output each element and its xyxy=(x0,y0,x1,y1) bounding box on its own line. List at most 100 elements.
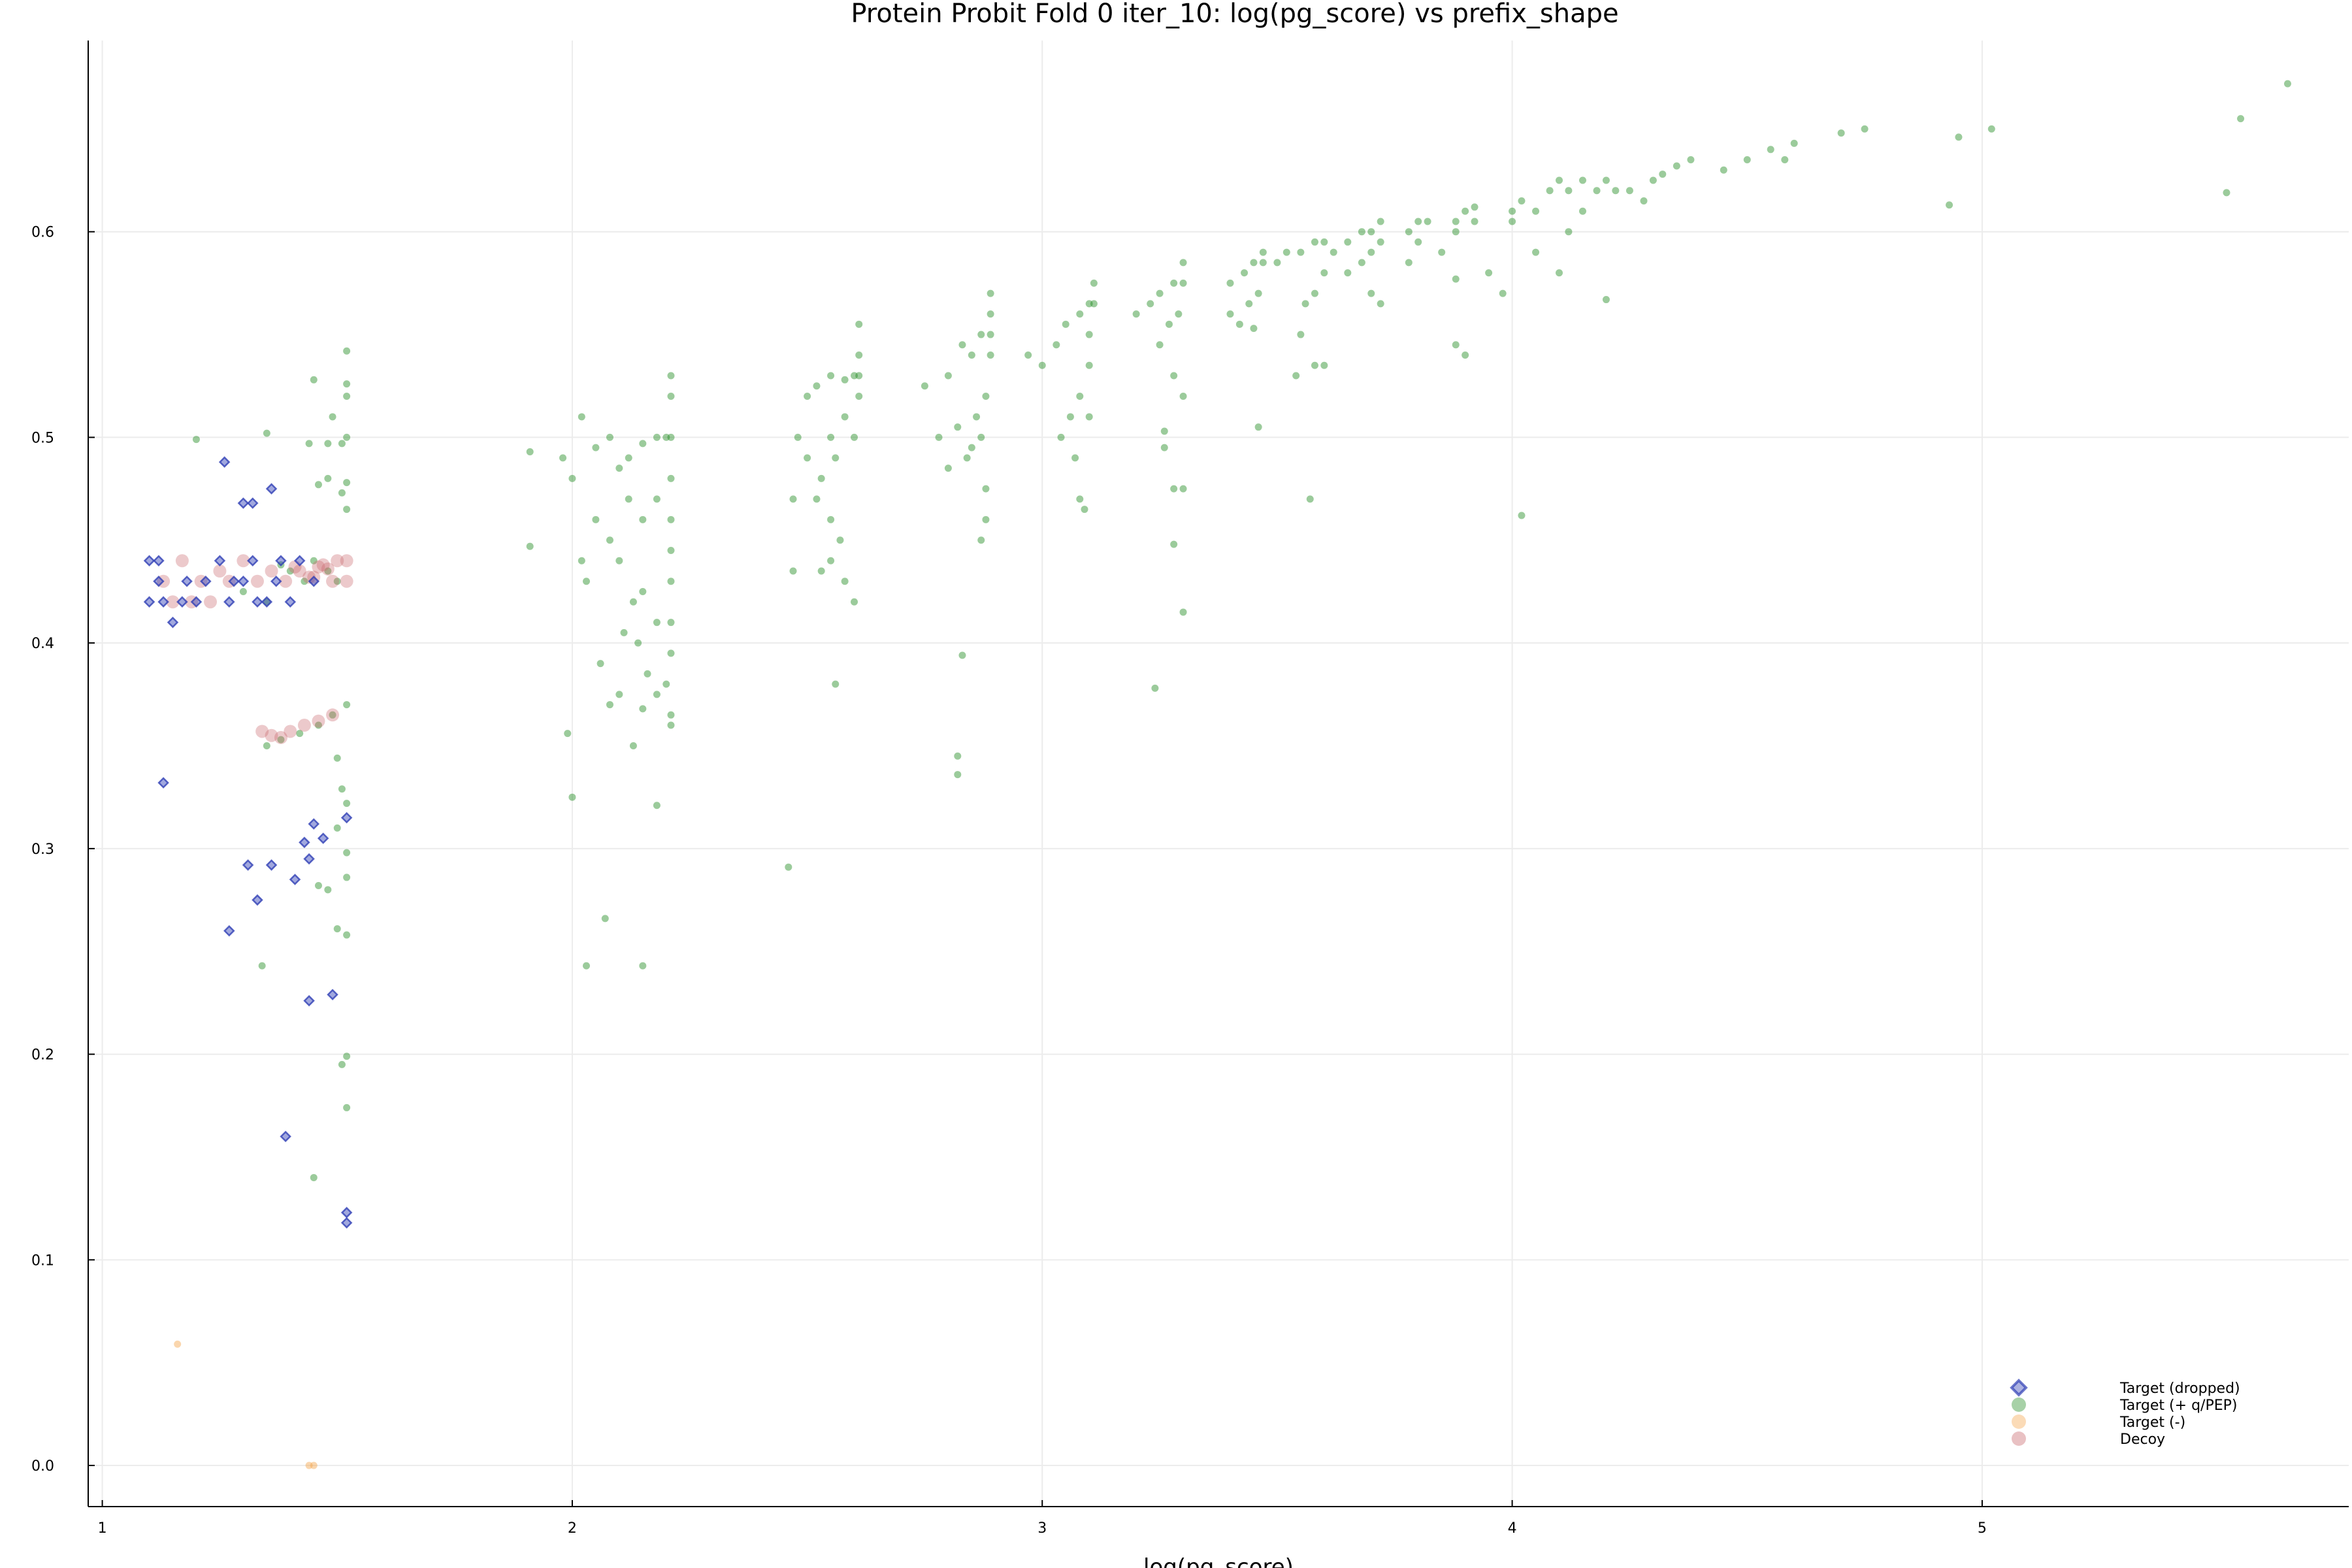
data-point xyxy=(987,331,994,338)
data-point xyxy=(265,859,278,871)
data-point xyxy=(1179,279,1187,287)
y-tick-label: 0.4 xyxy=(31,636,54,652)
y-tick-label: 0.0 xyxy=(31,1458,54,1475)
data-point xyxy=(963,454,971,462)
data-point xyxy=(174,1340,182,1348)
data-point xyxy=(601,915,609,923)
data-point xyxy=(855,351,863,359)
y-tick-label: 0.5 xyxy=(31,430,54,446)
data-point xyxy=(841,413,849,421)
data-point xyxy=(606,433,613,441)
data-point xyxy=(1076,392,1084,400)
data-point xyxy=(827,372,835,380)
data-point xyxy=(827,515,835,523)
data-point xyxy=(1071,454,1079,462)
data-point xyxy=(639,705,647,713)
data-point xyxy=(1471,218,1478,225)
data-point xyxy=(1301,300,1309,308)
data-point xyxy=(968,444,975,451)
data-point xyxy=(794,433,802,441)
data-point xyxy=(333,754,341,762)
data-point xyxy=(1462,207,1469,215)
data-point xyxy=(310,376,318,384)
data-point xyxy=(343,849,351,857)
data-point xyxy=(855,392,863,400)
data-point xyxy=(314,481,322,489)
data-point xyxy=(1053,341,1060,349)
y-tick-label: 0.3 xyxy=(31,841,54,858)
data-point xyxy=(653,433,661,441)
data-point xyxy=(239,587,247,595)
data-point xyxy=(653,802,661,809)
data-point xyxy=(255,725,269,738)
data-point xyxy=(1024,351,1032,359)
data-point xyxy=(265,564,278,578)
data-point xyxy=(855,372,863,380)
data-point xyxy=(181,575,193,587)
data-point xyxy=(827,433,835,441)
data-point xyxy=(190,596,203,608)
data-point xyxy=(1837,129,1845,137)
data-point xyxy=(214,555,226,567)
data-point xyxy=(1179,608,1187,616)
data-point xyxy=(592,515,600,523)
legend-marker xyxy=(2012,1397,2026,1412)
data-point xyxy=(1518,512,1526,519)
data-point xyxy=(667,515,675,523)
data-point xyxy=(1602,176,1610,184)
data-point xyxy=(935,433,943,441)
data-point xyxy=(293,555,306,567)
data-point xyxy=(340,574,353,588)
data-point xyxy=(921,382,928,390)
data-point xyxy=(1405,228,1413,236)
data-point xyxy=(1311,238,1318,246)
data-point xyxy=(157,596,169,608)
data-point xyxy=(596,660,604,668)
data-point xyxy=(1612,187,1620,195)
data-point xyxy=(1320,361,1328,369)
data-point xyxy=(827,557,835,564)
data-point xyxy=(639,440,647,448)
data-point xyxy=(1156,341,1164,349)
data-point xyxy=(326,574,340,588)
data-point xyxy=(296,730,304,738)
data-point xyxy=(817,474,825,482)
data-point xyxy=(153,555,165,567)
data-point xyxy=(301,578,308,585)
data-point xyxy=(308,575,320,587)
data-point xyxy=(1311,361,1318,369)
data-point xyxy=(615,691,623,698)
data-point xyxy=(1414,218,1422,225)
data-point xyxy=(1556,269,1563,277)
data-point xyxy=(592,444,600,451)
data-point xyxy=(258,962,266,970)
data-point xyxy=(252,894,263,906)
data-point xyxy=(954,423,962,431)
data-point xyxy=(1311,289,1318,297)
data-point xyxy=(987,289,994,297)
legend-marker xyxy=(2012,1414,2026,1429)
data-point xyxy=(855,320,863,328)
data-point xyxy=(804,392,811,400)
data-point xyxy=(166,595,180,609)
data-point xyxy=(606,701,613,709)
data-point xyxy=(1320,238,1328,246)
data-point xyxy=(246,555,259,567)
data-point xyxy=(1057,433,1065,441)
legend-label: Target (dropped) xyxy=(2119,1380,2240,1397)
data-point xyxy=(667,433,675,441)
data-point xyxy=(343,433,351,441)
data-point xyxy=(1946,201,1953,209)
data-point xyxy=(667,392,675,400)
data-point xyxy=(1170,372,1178,380)
data-point xyxy=(213,564,227,578)
data-point xyxy=(343,701,351,709)
data-point xyxy=(324,567,332,575)
data-point xyxy=(1179,259,1187,267)
data-point xyxy=(1471,203,1478,211)
data-point xyxy=(987,310,994,318)
data-point xyxy=(1367,228,1375,236)
data-point xyxy=(1546,187,1554,195)
data-point xyxy=(1132,310,1140,318)
